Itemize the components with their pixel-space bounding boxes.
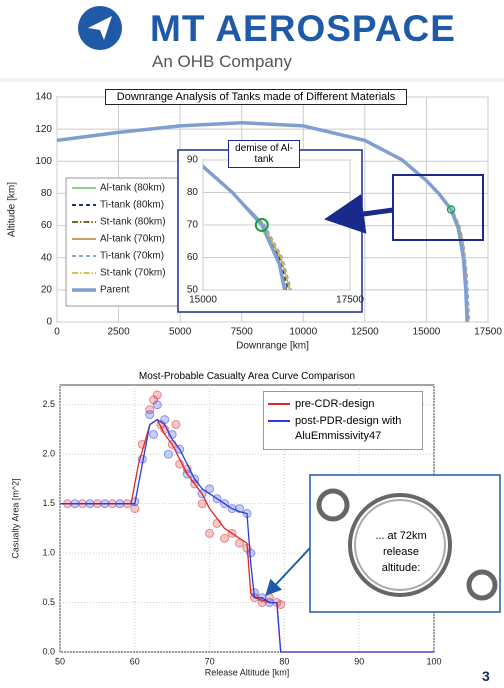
legend-swatch xyxy=(268,403,290,405)
logo-subtitle: An OHB Company xyxy=(152,52,292,72)
x-axis-label: Release Altitude [km] xyxy=(205,667,290,677)
annotation: ... at 72km release altitude: xyxy=(365,528,437,576)
sample-point xyxy=(153,391,161,399)
legend-label: Al-tank (70km) xyxy=(100,234,165,245)
header-rule xyxy=(0,78,504,82)
y-tick-label: 60 xyxy=(187,252,199,263)
x-tick-label: 7500 xyxy=(231,327,254,338)
slide: 0 2500 5000 7500 10000 12500 15000 17500 0 20 40 60… xyxy=(0,0,504,688)
annotation: demise of Al-tank xyxy=(228,140,300,168)
sample-point xyxy=(172,421,180,429)
x-tick-label: 70 xyxy=(205,656,215,666)
legend-label: Ti-tank (80km) xyxy=(100,200,164,211)
y-tick-label: 50 xyxy=(187,285,199,296)
x-tick-label: 2500 xyxy=(107,327,130,338)
x-axis-label: Downrange [km] xyxy=(236,341,309,352)
y-tick-label: 60 xyxy=(41,220,53,231)
legend-label: Parent xyxy=(100,285,130,296)
y-tick-label: 2.5 xyxy=(42,399,55,409)
legend-label: pre-CDR-design xyxy=(295,397,374,412)
legend: pre-CDR-design post-PDR-design with AluEm… xyxy=(263,391,423,450)
legend-label: Ti-tank (70km) xyxy=(100,251,164,262)
sample-point xyxy=(213,519,221,527)
chart-title: Most-Probable Casualty Area Curve Compar… xyxy=(60,371,434,382)
y-axis-label: Casualty Area [m^2] xyxy=(10,478,20,558)
x-tick-label: 15000 xyxy=(413,327,441,338)
y-tick-label: 90 xyxy=(187,155,199,166)
y-tick-label: 1.5 xyxy=(42,498,55,508)
legend-label: St-tank (80km) xyxy=(100,217,166,228)
y-tick-label: 2.0 xyxy=(42,449,55,459)
legend-entry: post-PDR-design with AluEmmissivity47 xyxy=(268,414,418,444)
y-tick-label: 40 xyxy=(41,252,53,263)
y-tick-label: 20 xyxy=(41,284,53,295)
sample-point xyxy=(221,534,229,542)
x-tick-label: 60 xyxy=(130,656,140,666)
x-tick-label: 10000 xyxy=(289,327,317,338)
chart-title: Downrange Analysis of Tanks made of Diff… xyxy=(105,89,407,105)
sample-point xyxy=(150,430,158,438)
y-tick-label: 0 xyxy=(46,317,52,328)
legend-label: St-tank (70km) xyxy=(100,268,166,279)
sample-point xyxy=(153,401,161,409)
legend-swatch xyxy=(268,420,290,422)
y-tick-label: 100 xyxy=(35,156,52,167)
legend-entry: pre-CDR-design xyxy=(268,397,418,412)
sample-point xyxy=(146,411,154,419)
y-tick-label: 80 xyxy=(187,187,199,198)
x-tick-label: 15000 xyxy=(189,295,217,306)
y-tick-label: 1.0 xyxy=(42,547,55,557)
x-tick-label: 90 xyxy=(354,656,364,666)
y-tick-label: 0.5 xyxy=(42,597,55,607)
y-axis-label: Altitude [km] xyxy=(7,182,18,237)
sample-point xyxy=(198,500,206,508)
x-tick-label: 80 xyxy=(279,656,289,666)
x-tick-label: 0 xyxy=(54,327,60,338)
x-tick-label: 5000 xyxy=(169,327,192,338)
y-tick-label: 0.0 xyxy=(42,646,55,656)
y-tick-label: 80 xyxy=(41,188,53,199)
y-tick-label: 120 xyxy=(35,124,52,135)
x-tick-label: 50 xyxy=(55,656,65,666)
x-tick-label: 17500 xyxy=(336,295,364,306)
legend-label: post-PDR-design with AluEmmissivity47 xyxy=(295,414,418,444)
x-tick-label: 12500 xyxy=(351,327,379,338)
y-tick-label: 70 xyxy=(187,220,199,231)
sample-point xyxy=(164,450,172,458)
page-number: 3 xyxy=(482,668,490,684)
x-tick-label: 17500 xyxy=(474,327,502,338)
sample-point xyxy=(206,529,214,537)
logo-text: MT AEROSPACE xyxy=(150,8,456,50)
legend-label: Al-tank (80km) xyxy=(100,183,165,194)
y-tick-label: 140 xyxy=(35,92,52,103)
x-tick-label: 100 xyxy=(426,656,441,666)
